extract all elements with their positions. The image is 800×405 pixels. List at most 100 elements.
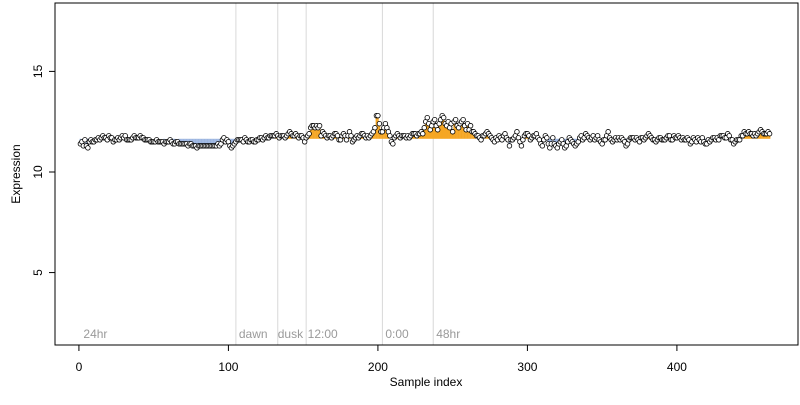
deviation-bar	[318, 125, 321, 139]
deviation-bar	[196, 138, 198, 148]
data-point	[390, 141, 396, 147]
x-tick-label: 0	[76, 360, 83, 374]
deviation-bar	[468, 129, 470, 139]
deviation-bar	[85, 138, 88, 146]
deviation-bar	[202, 138, 204, 146]
deviation-bar	[447, 121, 449, 139]
deviation-bar	[508, 138, 511, 146]
x-tick-label: 400	[667, 360, 687, 374]
data-point	[605, 129, 611, 135]
deviation-bar	[451, 131, 454, 139]
deviation-bar	[205, 138, 207, 146]
deviation-bar	[435, 125, 438, 139]
data-point	[452, 116, 459, 123]
data-point	[316, 123, 323, 129]
deviation-bar	[424, 121, 427, 139]
deviation-bar	[432, 121, 435, 139]
data-point	[424, 114, 430, 121]
deviation-bar	[380, 131, 382, 139]
deviation-bar	[436, 129, 439, 139]
phase-label: dawn	[239, 327, 268, 341]
deviation-bar	[203, 138, 206, 146]
deviation-bar	[206, 138, 209, 146]
deviation-bar	[442, 117, 445, 139]
deviation-bar	[465, 129, 467, 139]
plot-frame	[54, 2, 799, 346]
phase-label: dusk	[278, 327, 304, 341]
data-point	[544, 135, 550, 141]
data-point	[306, 131, 312, 137]
deviation-bar	[197, 138, 200, 146]
x-tick-label: 100	[218, 360, 238, 374]
deviation-bar	[200, 138, 203, 146]
phase-labels: 24hr dawn dusk 12:00 0:00 48hr	[83, 327, 460, 341]
deviation-bar	[315, 125, 318, 139]
deviation-bar	[430, 125, 433, 139]
deviation-bar	[311, 125, 313, 139]
deviation-bar	[454, 119, 457, 139]
deviation-bar	[459, 123, 461, 139]
data-point	[539, 143, 546, 149]
deviation-bar	[445, 125, 448, 139]
data-point	[435, 127, 441, 133]
phase-label: 24hr	[83, 327, 107, 341]
deviation-bar	[448, 127, 451, 139]
deviation-bar	[429, 129, 432, 139]
deviation-bar	[456, 125, 458, 139]
deviation-bar	[439, 119, 442, 139]
data-points	[77, 112, 773, 151]
deviation-bar	[211, 138, 213, 146]
y-tick-label: 15	[31, 64, 45, 78]
deviation-bar	[444, 123, 446, 139]
deviation-bar	[194, 138, 197, 146]
deviation-bar	[463, 125, 466, 139]
deviation-bar	[208, 138, 210, 146]
phase-label: 0:00	[385, 327, 409, 341]
data-point	[376, 121, 383, 127]
deviation-bar	[317, 127, 319, 139]
y-axis-title: Expression	[9, 144, 23, 203]
data-point	[766, 131, 773, 137]
deviation-bar	[209, 138, 212, 146]
deviation-bar	[457, 127, 460, 139]
deviation-bar	[377, 115, 379, 139]
deviation-bar	[471, 131, 473, 139]
deviation-bar	[214, 138, 216, 146]
data-point	[467, 123, 474, 129]
deviation-bar	[193, 138, 195, 146]
x-axis-title: Sample index	[390, 375, 463, 389]
data-point	[348, 133, 354, 139]
data-point	[82, 137, 88, 143]
data-point	[420, 131, 426, 137]
deviation-bar	[433, 119, 436, 139]
data-point	[449, 129, 456, 135]
deviation-bar	[199, 138, 201, 146]
data-point	[375, 112, 381, 119]
deviation-bar	[462, 119, 464, 139]
y-tick-label: 10	[31, 165, 45, 179]
deviation-bar	[460, 121, 463, 139]
deviation-bar	[441, 115, 443, 139]
y-tick-label: 5	[31, 269, 45, 276]
deviation-bar	[314, 127, 316, 139]
data-point	[85, 145, 91, 151]
data-point	[550, 135, 556, 141]
deviation-bar	[381, 131, 384, 139]
data-point	[372, 125, 378, 131]
deviation-bar	[426, 117, 429, 139]
phase-boundary-lines	[235, 3, 434, 345]
phase-label: 48hr	[436, 327, 460, 341]
deviation-bar	[384, 123, 387, 139]
deviation-bar	[759, 129, 762, 139]
x-tick-label: 300	[517, 360, 537, 374]
x-tick-label: 200	[368, 360, 388, 374]
deviation-bar	[230, 138, 233, 148]
data-point	[506, 143, 513, 149]
data-point	[518, 143, 525, 149]
x-axis: 0 100 200 300 400	[76, 344, 687, 374]
deviation-bar	[212, 138, 215, 146]
data-point	[421, 125, 427, 131]
data-point	[440, 114, 447, 121]
